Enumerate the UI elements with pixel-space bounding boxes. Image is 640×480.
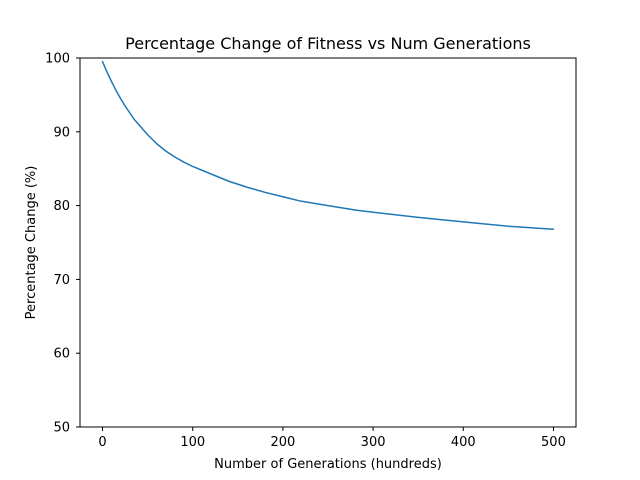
x-axis-ticks: 0 100 200 300 400 500: [98, 427, 566, 450]
y-tick-label: 100: [45, 52, 70, 67]
y-axis-label: Percentage Change (%): [24, 166, 39, 320]
y-tick-label: 90: [53, 125, 70, 140]
x-tick-label: 200: [270, 435, 295, 450]
axes-frame: [79, 57, 577, 428]
x-tick-label: 100: [180, 435, 205, 450]
x-tick-label: 0: [98, 435, 106, 450]
y-tick-label: 70: [53, 273, 70, 288]
y-tick-label: 50: [53, 421, 70, 436]
x-tick-label: 300: [361, 435, 386, 450]
x-tick-label: 500: [541, 435, 566, 450]
y-tick-label: 60: [53, 347, 70, 362]
y-tick-label: 80: [53, 199, 70, 214]
plot-area: 0 100 200 300 400 500 50 60 70 80 90 100: [45, 52, 577, 450]
x-axis-label: Number of Generations (hundreds): [214, 457, 442, 472]
fitness-series-line: [101, 60, 555, 230]
chart-title: Percentage Change of Fitness vs Num Gene…: [125, 34, 531, 53]
x-tick-label: 400: [451, 435, 476, 450]
y-axis-ticks: 50 60 70 80 90 100: [45, 52, 80, 436]
